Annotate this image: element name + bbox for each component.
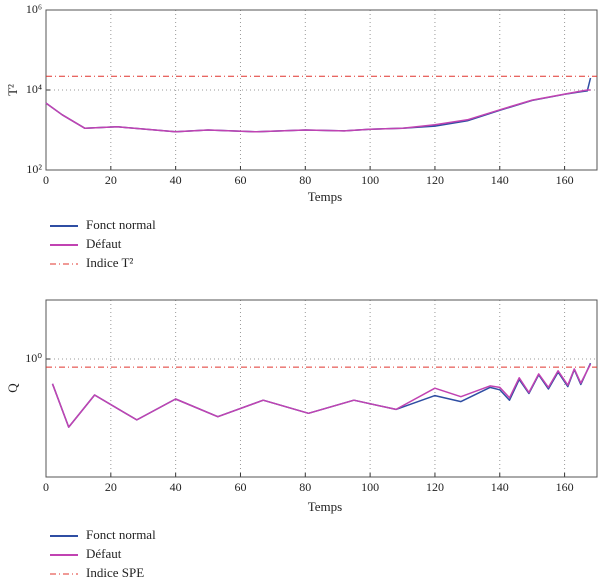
y-tick-label: 10⁰ bbox=[25, 351, 42, 365]
series-line bbox=[51, 363, 592, 428]
x-tick-label: 0 bbox=[43, 480, 49, 494]
legend-label: Fonct normal bbox=[86, 217, 156, 232]
legend-label: Indice SPE bbox=[86, 565, 144, 580]
x-tick-label: 120 bbox=[426, 173, 444, 187]
plot-frame bbox=[45, 9, 598, 171]
x-tick-label: 160 bbox=[556, 480, 574, 494]
x-tick-label: 60 bbox=[234, 173, 246, 187]
x-tick-label: 0 bbox=[43, 173, 49, 187]
y-axis-label: Q bbox=[5, 383, 20, 393]
x-tick-label: 160 bbox=[556, 173, 574, 187]
x-tick-label: 60 bbox=[234, 480, 246, 494]
legend-label: Indice T² bbox=[86, 255, 133, 270]
x-tick-label: 40 bbox=[170, 480, 182, 494]
series-line bbox=[45, 77, 592, 133]
y-tick-label: 10⁶ bbox=[26, 2, 42, 16]
plot-frame bbox=[45, 299, 598, 478]
series-line bbox=[45, 89, 591, 133]
x-tick-label: 80 bbox=[299, 480, 311, 494]
y-tick-label: 10² bbox=[26, 162, 42, 176]
x-tick-label: 120 bbox=[426, 480, 444, 494]
y-axis-label: T² bbox=[5, 84, 20, 96]
x-axis-label: Temps bbox=[308, 189, 342, 204]
x-tick-label: 80 bbox=[299, 173, 311, 187]
x-tick-label: 140 bbox=[491, 480, 509, 494]
x-tick-label: 40 bbox=[170, 173, 182, 187]
x-tick-label: 100 bbox=[361, 480, 379, 494]
x-tick-label: 20 bbox=[105, 480, 117, 494]
x-axis-label: Temps bbox=[308, 499, 342, 514]
x-tick-label: 100 bbox=[361, 173, 379, 187]
legend-label: Fonct normal bbox=[86, 527, 156, 542]
y-tick-label: 10⁴ bbox=[26, 82, 42, 96]
x-tick-label: 140 bbox=[491, 173, 509, 187]
legend-label: Défaut bbox=[86, 546, 122, 561]
legend-label: Défaut bbox=[86, 236, 122, 251]
x-tick-label: 20 bbox=[105, 173, 117, 187]
